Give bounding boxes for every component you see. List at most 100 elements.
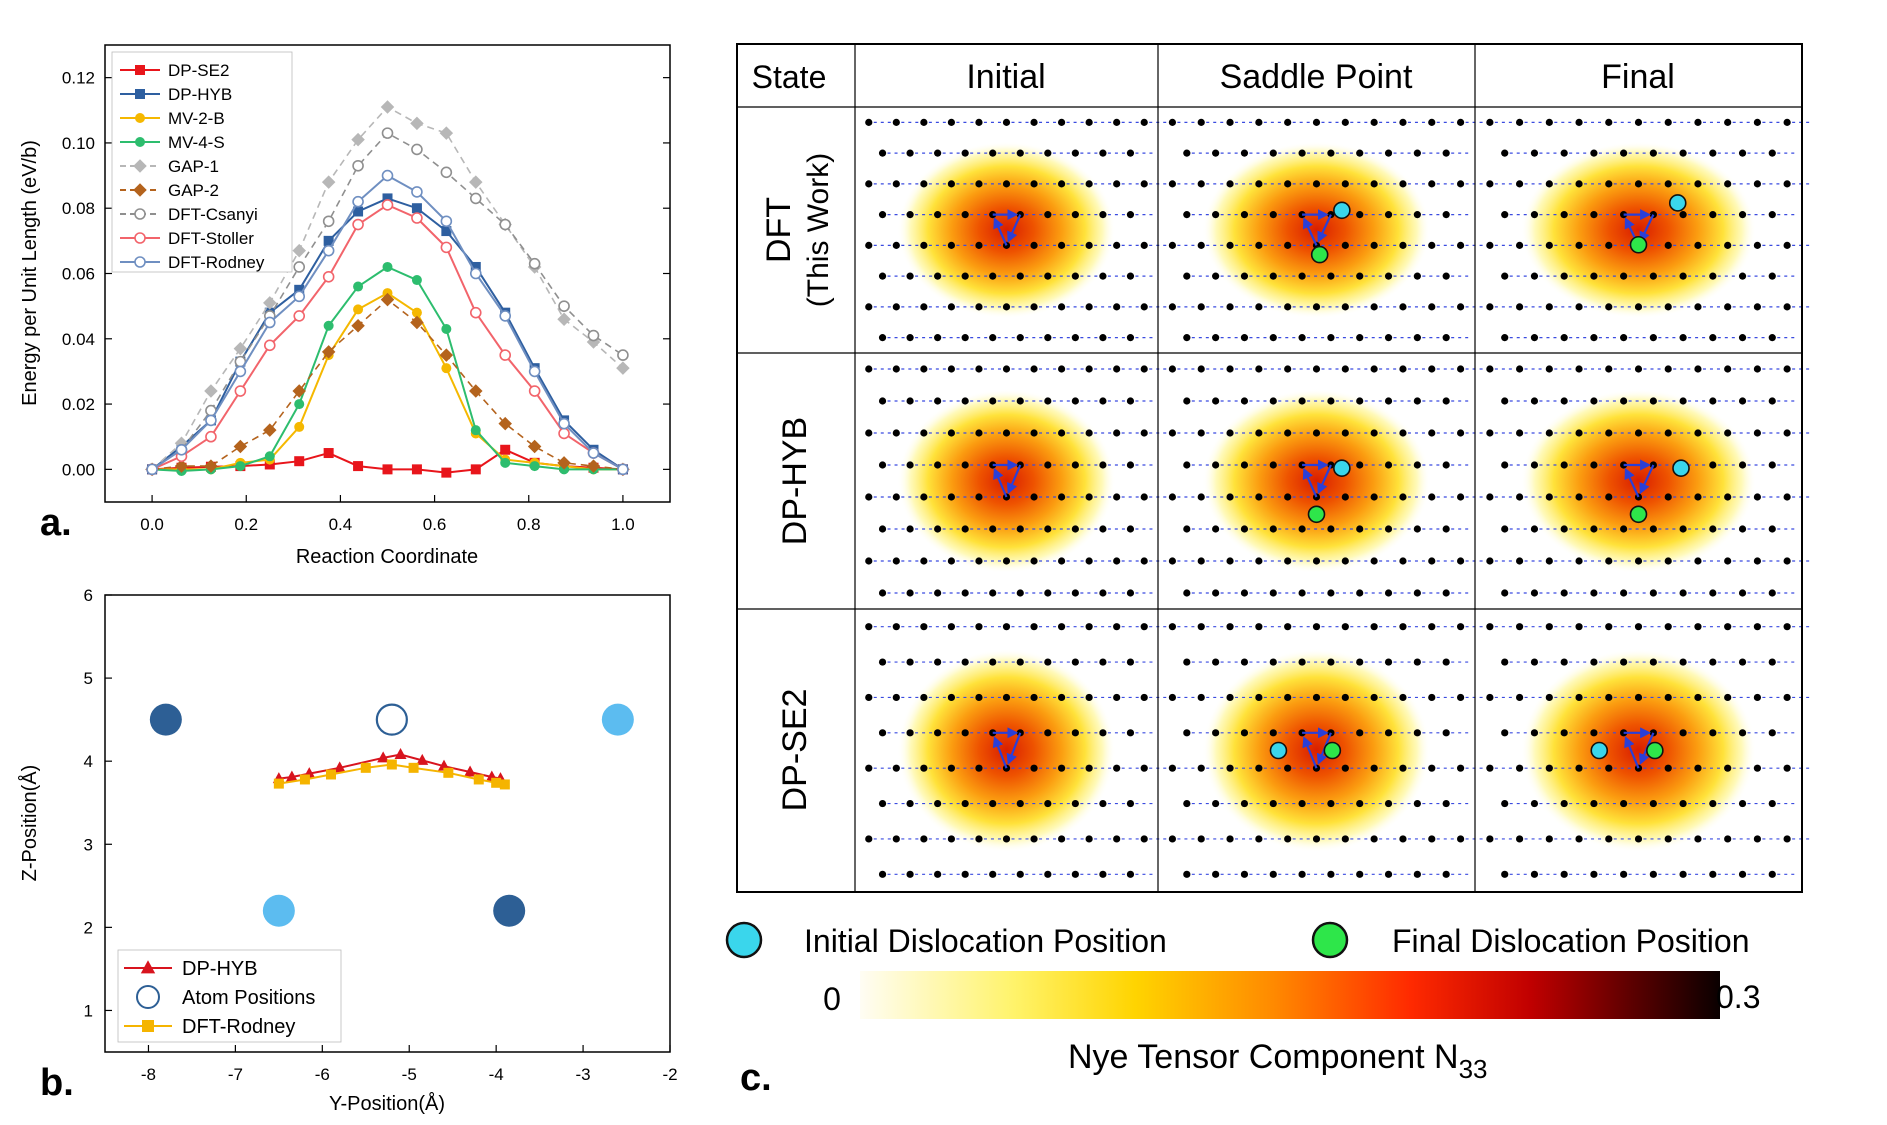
lattice-atom	[1724, 493, 1732, 501]
lattice-atom	[1002, 429, 1011, 437]
lattice-atom	[865, 493, 873, 501]
lattice-atom	[1327, 525, 1335, 533]
lattice-atom	[1284, 180, 1292, 188]
lattice-atom	[1530, 658, 1539, 666]
lattice-atom	[1212, 149, 1220, 157]
lattice-atom	[1197, 764, 1205, 772]
lattice-atom	[1649, 589, 1657, 597]
lattice-atom	[1327, 397, 1335, 405]
lattice-atom	[1530, 589, 1539, 597]
lattice-atom	[1126, 397, 1135, 405]
burgers-arrow	[1006, 732, 1022, 765]
lattice-atom	[947, 118, 956, 126]
lattice-atom	[1197, 693, 1205, 702]
lattice-atom	[865, 241, 873, 249]
panel-b-atoms	[149, 703, 634, 927]
lattice-atom	[1269, 334, 1277, 342]
lattice-atom	[1057, 693, 1066, 702]
panel-c-row-label-dft: DFT (This Work)	[760, 153, 835, 307]
panel-b-chart: -8 -7 -6 -5 -4 -3 -2 1 2 3 4 5 6 DP-HYB Atom Position…	[18, 586, 678, 1115]
lattice-atom	[1605, 365, 1613, 373]
lattice-atom	[1738, 272, 1747, 280]
lattice-atom	[1515, 493, 1524, 501]
legend-label-dft-csanyi: DFT-Csanyi	[168, 205, 258, 224]
lattice-atom	[1501, 525, 1509, 533]
initial-dislocation-legend-marker	[725, 921, 763, 959]
lattice-atom	[1530, 334, 1539, 342]
lattice-atom	[1327, 334, 1335, 342]
point-gap-1	[439, 126, 454, 140]
lattice-atom	[1649, 272, 1657, 280]
point-mv-4-s	[411, 275, 422, 286]
lattice-atom	[906, 525, 914, 533]
lattice-atom	[1044, 149, 1052, 157]
lattice-atom	[1486, 180, 1494, 188]
lattice-atom	[1515, 118, 1524, 126]
lattice-atom	[1284, 764, 1292, 772]
legend-label-atom-positions: Atom Positions	[182, 987, 315, 1009]
initial-dislocation-marker	[1668, 194, 1687, 212]
lattice-atom	[1768, 870, 1776, 878]
lattice-atom	[1341, 835, 1349, 843]
lattice-atom	[1298, 589, 1306, 597]
lattice-atom	[934, 211, 942, 219]
lattice-atom	[1724, 118, 1732, 126]
lattice-atom	[1030, 180, 1038, 188]
burgers-arrow	[992, 736, 1008, 769]
lattice-atom	[1679, 397, 1687, 405]
lattice-atom	[1575, 835, 1583, 843]
lattice-atom	[865, 365, 873, 373]
lattice-atom	[1515, 365, 1524, 373]
lattice-atom	[1113, 623, 1121, 631]
lattice-atom	[1212, 658, 1220, 666]
point-dp-hyb	[323, 235, 334, 246]
path-point-dft-rodney	[408, 762, 419, 773]
point-dp-se2	[470, 464, 481, 475]
lattice-atom	[934, 272, 942, 280]
point-gap-2	[204, 459, 218, 473]
lattice-atom	[975, 118, 983, 126]
lattice-atom	[1649, 799, 1657, 808]
lattice-atom	[1240, 461, 1249, 469]
lattice-atom	[1240, 211, 1249, 219]
lattice-atom	[1341, 365, 1349, 373]
lattice-atom	[892, 365, 900, 373]
lattice-atom	[1113, 429, 1121, 437]
lattice-atom	[1634, 429, 1643, 437]
point-dp-hyb	[382, 193, 393, 204]
nye-heatmap	[1202, 141, 1431, 319]
legend-label-gap-1: GAP-1	[168, 157, 219, 176]
panel-a-xtick-label: 0.2	[234, 515, 258, 534]
point-gap-1	[380, 100, 395, 114]
lattice-atom	[1515, 693, 1524, 702]
lattice-atom	[1694, 557, 1702, 565]
lattice-atom	[1284, 303, 1292, 311]
point-dft-stoller	[234, 385, 247, 397]
lattice-atom	[906, 272, 914, 280]
lattice-atom	[1016, 149, 1024, 157]
lattice-atom	[878, 729, 887, 737]
lattice-atom	[1071, 658, 1079, 666]
lattice-atom	[1768, 658, 1776, 666]
lattice-atom	[1016, 272, 1024, 280]
lattice-atom	[1071, 589, 1079, 597]
lattice-atom	[961, 658, 969, 666]
path-point-dft-rodney	[443, 767, 454, 778]
lattice-atom	[1240, 272, 1249, 280]
lattice-atom	[1664, 557, 1672, 565]
lattice-atom	[1284, 835, 1292, 843]
lattice-atom	[1183, 211, 1191, 219]
lattice-atom	[1212, 525, 1220, 533]
lattice-atom	[1016, 589, 1024, 597]
lattice-atom	[1724, 429, 1732, 437]
burgers-arrow	[1639, 214, 1655, 243]
svg-text:DFT: DFT	[760, 197, 798, 263]
lattice-atom	[1298, 658, 1306, 666]
panel-a-label: a.	[40, 502, 72, 544]
lattice-atom	[1413, 729, 1421, 737]
lattice-atom	[961, 272, 969, 280]
lattice-atom	[906, 799, 914, 808]
point-dft-stoller	[528, 385, 541, 397]
lattice-atom	[1590, 211, 1598, 219]
lattice-atom	[1428, 493, 1436, 501]
